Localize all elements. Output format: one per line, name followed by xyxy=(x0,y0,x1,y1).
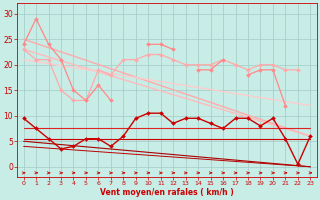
X-axis label: Vent moyen/en rafales ( km/h ): Vent moyen/en rafales ( km/h ) xyxy=(100,188,234,197)
